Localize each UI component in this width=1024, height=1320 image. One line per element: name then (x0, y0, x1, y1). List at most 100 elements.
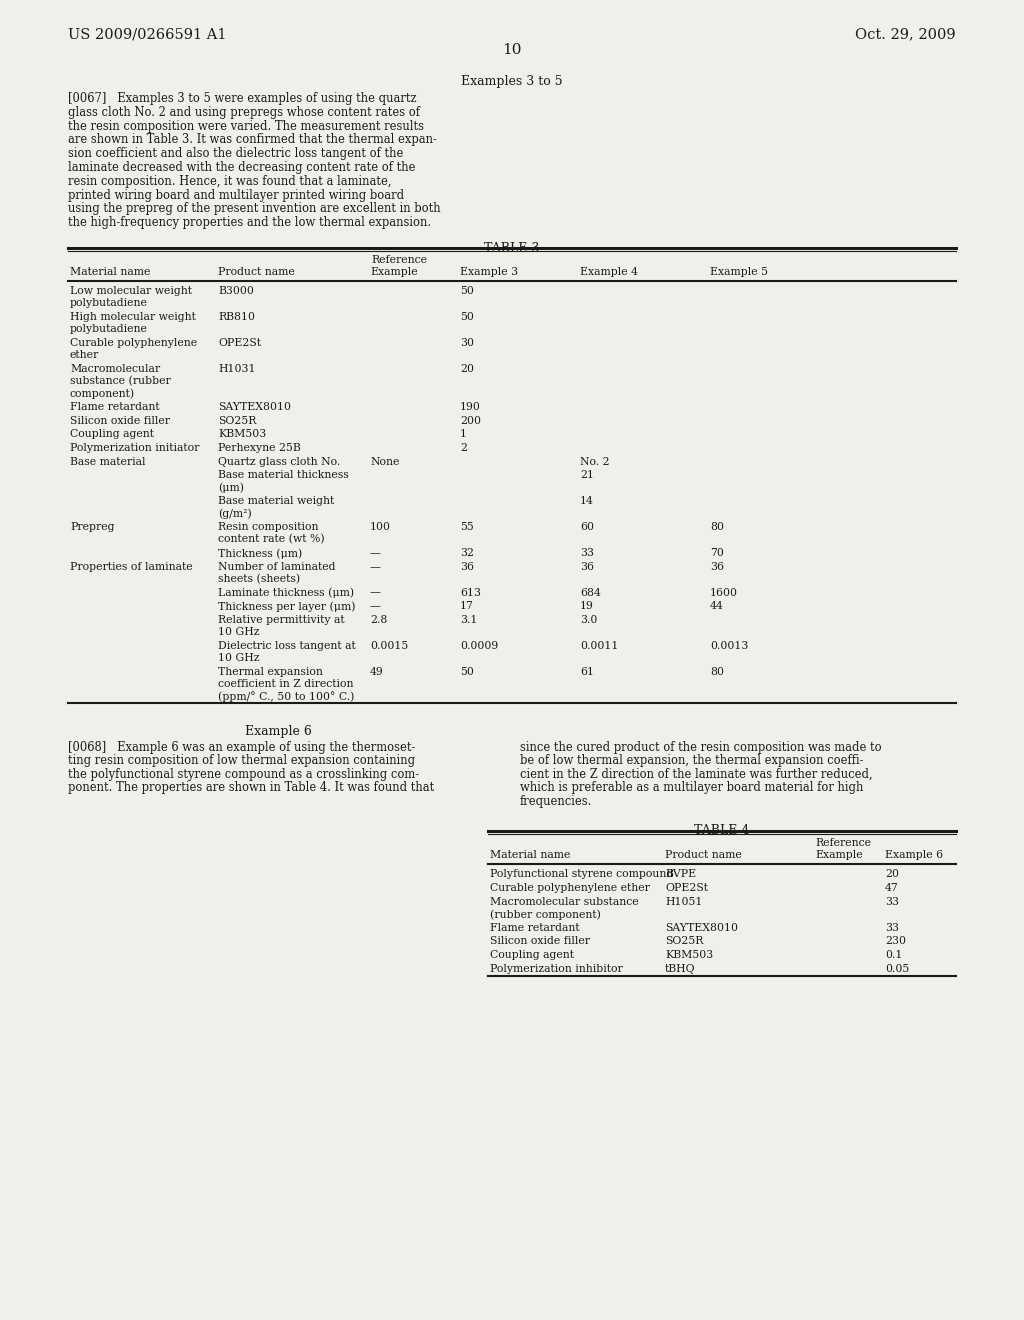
Text: 55: 55 (460, 523, 474, 532)
Text: the polyfunctional styrene compound as a crosslinking com-: the polyfunctional styrene compound as a… (68, 768, 419, 781)
Text: 0.0013: 0.0013 (710, 642, 749, 651)
Text: 61: 61 (580, 667, 594, 677)
Text: Silicon oxide filler: Silicon oxide filler (70, 416, 170, 425)
Text: Dielectric loss tangent at: Dielectric loss tangent at (218, 642, 355, 651)
Text: OPE2St: OPE2St (218, 338, 261, 347)
Text: Product name: Product name (665, 850, 741, 861)
Text: substance (rubber: substance (rubber (70, 376, 171, 387)
Text: Flame retardant: Flame retardant (70, 401, 160, 412)
Text: 36: 36 (710, 562, 724, 572)
Text: cient in the Z direction of the laminate was further reduced,: cient in the Z direction of the laminate… (520, 768, 872, 781)
Text: Polymerization initiator: Polymerization initiator (70, 444, 200, 453)
Text: (rubber component): (rubber component) (490, 909, 601, 920)
Text: Oct. 29, 2009: Oct. 29, 2009 (855, 26, 956, 41)
Text: content rate (wt %): content rate (wt %) (218, 535, 325, 545)
Text: the high-frequency properties and the low thermal expansion.: the high-frequency properties and the lo… (68, 216, 431, 230)
Text: Example: Example (370, 267, 418, 277)
Text: Example 5: Example 5 (710, 267, 768, 277)
Text: Product name: Product name (218, 267, 295, 277)
Text: 19: 19 (580, 602, 594, 611)
Text: which is preferable as a multilayer board material for high: which is preferable as a multilayer boar… (520, 781, 863, 795)
Text: ponent. The properties are shown in Table 4. It was found that: ponent. The properties are shown in Tabl… (68, 781, 434, 795)
Text: Example 6: Example 6 (245, 725, 311, 738)
Text: 14: 14 (580, 496, 594, 506)
Text: 32: 32 (460, 548, 474, 558)
Text: 10 GHz: 10 GHz (218, 653, 259, 663)
Text: Base material: Base material (70, 457, 145, 466)
Text: Examples 3 to 5: Examples 3 to 5 (461, 75, 563, 88)
Text: 49: 49 (370, 667, 384, 677)
Text: 0.0011: 0.0011 (580, 642, 618, 651)
Text: resin composition. Hence, it was found that a laminate,: resin composition. Hence, it was found t… (68, 174, 391, 187)
Text: Perhexyne 25B: Perhexyne 25B (218, 444, 301, 453)
Text: No. 2: No. 2 (580, 457, 609, 466)
Text: KBM503: KBM503 (218, 429, 266, 440)
Text: 80: 80 (710, 523, 724, 532)
Text: Example 6: Example 6 (885, 850, 943, 861)
Text: using the prepreg of the present invention are excellent in both: using the prepreg of the present inventi… (68, 202, 440, 215)
Text: OPE2St: OPE2St (665, 883, 708, 894)
Text: Curable polyphenylene ether: Curable polyphenylene ether (490, 883, 650, 894)
Text: Reference: Reference (371, 255, 427, 265)
Text: Prepreg: Prepreg (70, 523, 115, 532)
Text: B3000: B3000 (218, 286, 254, 296)
Text: 33: 33 (885, 923, 899, 933)
Text: Example 4: Example 4 (580, 267, 638, 277)
Text: sheets (sheets): sheets (sheets) (218, 574, 300, 585)
Text: 2.8: 2.8 (370, 615, 387, 624)
Text: Base material weight: Base material weight (218, 496, 334, 506)
Text: sion coefficient and also the dielectric loss tangent of the: sion coefficient and also the dielectric… (68, 148, 403, 160)
Text: [0067]   Examples 3 to 5 were examples of using the quartz: [0067] Examples 3 to 5 were examples of … (68, 92, 417, 106)
Text: 0.1: 0.1 (885, 950, 902, 960)
Text: tBHQ: tBHQ (665, 964, 695, 974)
Text: Thickness (μm): Thickness (μm) (218, 548, 302, 558)
Text: 36: 36 (460, 562, 474, 572)
Text: SO25R: SO25R (665, 936, 703, 946)
Text: the resin composition were varied. The measurement results: the resin composition were varied. The m… (68, 120, 424, 132)
Text: 17: 17 (460, 602, 474, 611)
Text: Macromolecular substance: Macromolecular substance (490, 896, 639, 907)
Text: Polyfunctional styrene compound: Polyfunctional styrene compound (490, 870, 673, 879)
Text: High molecular weight: High molecular weight (70, 312, 196, 322)
Text: 230: 230 (885, 936, 906, 946)
Text: component): component) (70, 388, 135, 399)
Text: Material name: Material name (70, 267, 151, 277)
Text: BVPE: BVPE (665, 870, 696, 879)
Text: 2: 2 (460, 444, 467, 453)
Text: 200: 200 (460, 416, 481, 425)
Text: Coupling agent: Coupling agent (70, 429, 154, 440)
Text: 50: 50 (460, 667, 474, 677)
Text: Properties of laminate: Properties of laminate (70, 562, 193, 572)
Text: Coupling agent: Coupling agent (490, 950, 574, 960)
Text: 3.1: 3.1 (460, 615, 477, 624)
Text: 3.0: 3.0 (580, 615, 597, 624)
Text: 50: 50 (460, 286, 474, 296)
Text: (ppm/° C., 50 to 100° C.): (ppm/° C., 50 to 100° C.) (218, 692, 354, 702)
Text: Quartz glass cloth No.: Quartz glass cloth No. (218, 457, 340, 466)
Text: Number of laminated: Number of laminated (218, 562, 336, 572)
Text: 10: 10 (502, 44, 522, 57)
Text: TABLE 3: TABLE 3 (484, 242, 540, 255)
Text: H1031: H1031 (218, 364, 256, 374)
Text: 36: 36 (580, 562, 594, 572)
Text: KBM503: KBM503 (665, 950, 714, 960)
Text: ether: ether (70, 350, 99, 360)
Text: TABLE 4: TABLE 4 (694, 825, 750, 837)
Text: Silicon oxide filler: Silicon oxide filler (490, 936, 590, 946)
Text: Flame retardant: Flame retardant (490, 923, 580, 933)
Text: Thermal expansion: Thermal expansion (218, 667, 323, 677)
Text: —: — (370, 562, 381, 572)
Text: polybutadiene: polybutadiene (70, 325, 147, 334)
Text: be of low thermal expansion, the thermal expansion coeffi-: be of low thermal expansion, the thermal… (520, 755, 863, 767)
Text: are shown in Table 3. It was confirmed that the thermal expan-: are shown in Table 3. It was confirmed t… (68, 133, 437, 147)
Text: —: — (370, 587, 381, 598)
Text: 50: 50 (460, 312, 474, 322)
Text: since the cured product of the resin composition was made to: since the cured product of the resin com… (520, 741, 882, 754)
Text: 0.0015: 0.0015 (370, 642, 409, 651)
Text: SAYTEX8010: SAYTEX8010 (218, 401, 291, 412)
Text: 0.0009: 0.0009 (460, 642, 499, 651)
Text: glass cloth No. 2 and using prepregs whose content rates of: glass cloth No. 2 and using prepregs who… (68, 106, 420, 119)
Text: 684: 684 (580, 587, 601, 598)
Text: printed wiring board and multilayer printed wiring board: printed wiring board and multilayer prin… (68, 189, 404, 202)
Text: (g/m²): (g/m²) (218, 508, 252, 519)
